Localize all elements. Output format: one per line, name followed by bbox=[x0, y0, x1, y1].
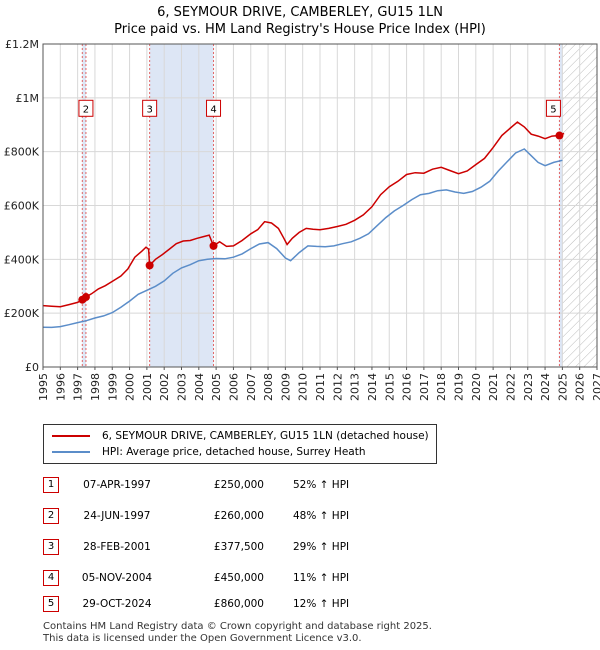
x-tick-label: 2027 bbox=[591, 373, 600, 401]
sale-point bbox=[555, 131, 564, 140]
table-row: 3 28-FEB-2001 £377,500 29% ↑ HPI bbox=[0, 539, 600, 555]
y-tick-label: £600K bbox=[4, 200, 40, 213]
property-price-line bbox=[42, 121, 565, 308]
x-tick-label: 2009 bbox=[279, 373, 292, 401]
y-tick-label: £1M bbox=[16, 92, 40, 105]
sale-number-badge: 2 bbox=[43, 508, 59, 524]
x-tick-label: 2011 bbox=[314, 373, 327, 401]
x-tick-label: 2022 bbox=[504, 373, 517, 401]
sale-hpi-change: 48% ↑ HPI bbox=[293, 510, 350, 522]
table-row: 1 07-APR-1997 £250,000 52% ↑ HPI bbox=[0, 477, 600, 493]
sale-label-box bbox=[142, 99, 158, 117]
legend-line-blue bbox=[52, 451, 90, 453]
x-tick-label: 2021 bbox=[487, 373, 500, 401]
x-tick-label: 2013 bbox=[349, 373, 362, 401]
sale-date: 05-NOV-2004 bbox=[81, 572, 153, 584]
legend: 6, SEYMOUR DRIVE, CAMBERLEY, GU15 1LN (d… bbox=[43, 424, 437, 464]
sale-price: £450,000 bbox=[213, 572, 264, 584]
sale-label-box bbox=[206, 99, 222, 117]
sale-price: £377,500 bbox=[213, 541, 264, 553]
x-tick-label: 2003 bbox=[176, 373, 189, 401]
x-tick-label: 2015 bbox=[383, 373, 396, 401]
footer-line1: Contains HM Land Registry data © Crown c… bbox=[43, 621, 432, 632]
x-tick-label: 2014 bbox=[366, 373, 379, 401]
x-tick-label: 2017 bbox=[418, 373, 431, 401]
x-tick-label: 2012 bbox=[331, 373, 344, 401]
y-tick-label: £1.2M bbox=[5, 38, 39, 51]
x-tick-label: 2000 bbox=[124, 373, 137, 401]
legend-line-red bbox=[52, 435, 90, 437]
sale-label-text: 3 bbox=[146, 104, 152, 115]
x-tick-label: 2016 bbox=[401, 373, 414, 401]
chart-title-line1: 6, SEYMOUR DRIVE, CAMBERLEY, GU15 1LN bbox=[157, 5, 443, 20]
sale-number-badge: 4 bbox=[43, 570, 59, 586]
y-tick-label: £200K bbox=[4, 307, 40, 320]
x-tick-label: 1997 bbox=[72, 373, 85, 401]
x-tick-label: 2025 bbox=[556, 373, 569, 401]
x-tick-label: 1998 bbox=[89, 373, 102, 401]
table-row: 5 29-OCT-2024 £860,000 12% ↑ HPI bbox=[0, 596, 600, 612]
sale-number-badge: 5 bbox=[43, 596, 59, 612]
sale-price: £860,000 bbox=[213, 598, 264, 610]
sale-hpi-change: 12% ↑ HPI bbox=[293, 598, 350, 610]
sale-number-badge: 1 bbox=[43, 477, 59, 493]
chart-title: 6, SEYMOUR DRIVE, CAMBERLEY, GU15 1LN Pr… bbox=[0, 4, 600, 38]
sale-hpi-change: 29% ↑ HPI bbox=[293, 541, 350, 553]
x-tick-label: 2019 bbox=[453, 373, 466, 401]
x-tick-label: 2005 bbox=[210, 373, 223, 401]
sale-date: 07-APR-1997 bbox=[83, 479, 151, 491]
chart-title-line2: Price paid vs. HM Land Registry's House … bbox=[114, 22, 486, 37]
sale-price: £260,000 bbox=[213, 510, 264, 522]
x-tick-label: 2001 bbox=[141, 373, 154, 401]
table-row: 2 24-JUN-1997 £260,000 48% ↑ HPI bbox=[0, 508, 600, 524]
sale-label-text: 2 bbox=[83, 104, 89, 115]
price-chart: 2 3 4 5 £0 £200K £400K £600K £800K £1M £1.2M 1995 1… bbox=[4, 38, 600, 401]
legend-item-hpi: HPI: Average price, detached house, Surr… bbox=[44, 444, 365, 460]
x-tick-label: 2008 bbox=[262, 373, 275, 401]
legend-label-property: 6, SEYMOUR DRIVE, CAMBERLEY, GU15 1LN (d… bbox=[102, 430, 429, 442]
sale-point bbox=[145, 261, 154, 270]
sale-label-box bbox=[545, 99, 561, 117]
legend-label-hpi: HPI: Average price, detached house, Surr… bbox=[102, 446, 366, 458]
y-tick-label: £400K bbox=[4, 253, 40, 266]
table-row: 4 05-NOV-2004 £450,000 11% ↑ HPI bbox=[0, 570, 600, 586]
x-tick-label: 2023 bbox=[522, 373, 535, 401]
x-tick-label: 2004 bbox=[193, 373, 206, 401]
sale-date: 28-FEB-2001 bbox=[83, 541, 151, 553]
legend-item-property: 6, SEYMOUR DRIVE, CAMBERLEY, GU15 1LN (d… bbox=[44, 428, 429, 444]
footer-copyright: Contains HM Land Registry data © Crown c… bbox=[43, 621, 432, 645]
sale-hpi-change: 11% ↑ HPI bbox=[293, 572, 350, 584]
sale-date: 29-OCT-2024 bbox=[82, 598, 152, 610]
sale-point bbox=[81, 293, 90, 302]
sale-label-text: 5 bbox=[550, 104, 556, 115]
sale-label-text: 4 bbox=[210, 104, 216, 115]
x-tick-label: 2002 bbox=[158, 373, 171, 401]
sale-number-badge: 3 bbox=[43, 539, 59, 555]
hpi-line bbox=[42, 148, 563, 329]
x-tick-label: 2018 bbox=[435, 373, 448, 401]
x-tick-label: 2026 bbox=[574, 373, 587, 401]
sale-label-box bbox=[78, 99, 94, 117]
x-tick-label: 2006 bbox=[227, 373, 240, 401]
x-tick-label: 2007 bbox=[245, 373, 258, 401]
sale-hpi-change: 52% ↑ HPI bbox=[293, 479, 350, 491]
sale-point bbox=[209, 241, 218, 250]
x-tick-label: 2024 bbox=[539, 373, 552, 401]
sale-date: 24-JUN-1997 bbox=[83, 510, 151, 522]
x-tick-label: 1996 bbox=[54, 373, 67, 401]
y-tick-label: £800K bbox=[4, 146, 40, 159]
footer-line2: This data is licensed under the Open Gov… bbox=[43, 633, 362, 644]
x-tick-label: 1999 bbox=[106, 373, 119, 401]
x-tick-label: 2010 bbox=[297, 373, 310, 401]
x-tick-label: 2020 bbox=[470, 373, 483, 401]
sale-price: £250,000 bbox=[213, 479, 264, 491]
x-tick-label: 1995 bbox=[37, 373, 50, 401]
y-tick-label: £0 bbox=[25, 361, 39, 374]
